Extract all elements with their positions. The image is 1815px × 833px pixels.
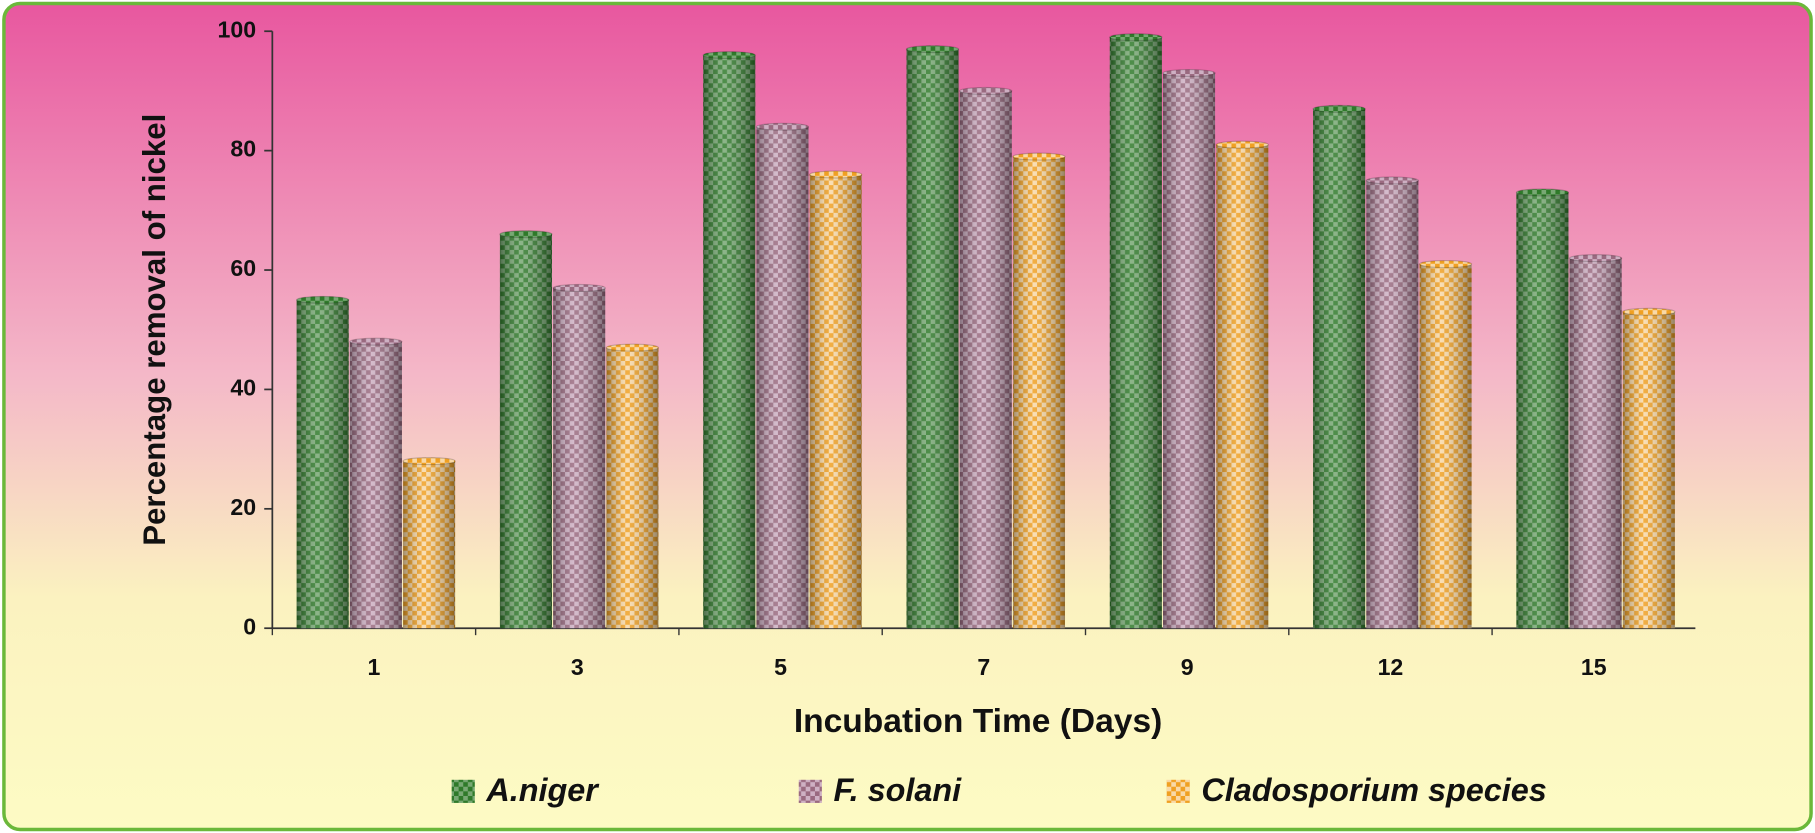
x-tick-label: 12 (1378, 654, 1404, 680)
bar (1365, 176, 1419, 629)
bar (959, 86, 1013, 629)
bar-top (1162, 68, 1216, 78)
bar-shade (553, 287, 606, 629)
bar-top (349, 337, 403, 346)
bar-shade (1313, 108, 1366, 629)
bar-top (1418, 260, 1473, 269)
x-tick-label: 5 (774, 654, 787, 680)
bar (1569, 254, 1623, 629)
bar-top (959, 86, 1013, 95)
bar-shade (606, 347, 659, 629)
bar-top (1515, 188, 1570, 197)
bar-top (499, 230, 553, 239)
bar-top (1109, 33, 1163, 42)
bar-shade (756, 126, 809, 629)
bar-shade (1163, 73, 1216, 629)
x-tick-label: 15 (1581, 654, 1607, 680)
legend-label: F. solani (833, 772, 962, 808)
bar-shade (349, 341, 402, 629)
bar-shade (296, 299, 349, 629)
bar-shade (809, 174, 862, 629)
bar-shade (959, 90, 1012, 629)
bar-top (296, 295, 350, 304)
bar-top (552, 283, 606, 292)
legend-swatch (451, 779, 475, 803)
bar (552, 283, 606, 629)
bar-shade (1109, 37, 1162, 629)
x-tick-label: 1 (368, 654, 381, 680)
y-tick-label: 20 (230, 494, 256, 520)
y-tick-label: 60 (230, 255, 256, 281)
bar (402, 457, 456, 629)
bar (1515, 188, 1570, 629)
y-tick-label: 0 (243, 613, 256, 639)
bar-shade (1216, 144, 1269, 629)
bar-shade (499, 234, 552, 629)
bar-top (702, 51, 756, 60)
bar-top (905, 45, 960, 54)
bar-shade (1622, 311, 1675, 629)
bar (1622, 307, 1676, 629)
x-axis-title: Incubation Time (Days) (794, 703, 1162, 740)
bar (809, 170, 863, 629)
bar-shade (906, 49, 959, 629)
bar (605, 343, 660, 629)
legend-label: Cladosporium species (1201, 772, 1546, 808)
bar (905, 45, 960, 629)
legend-swatch (1166, 779, 1190, 803)
bar-shade (1419, 264, 1472, 629)
bar (1162, 68, 1216, 629)
legend-swatch (798, 779, 822, 803)
y-tick-label: 40 (230, 375, 256, 401)
bar (755, 122, 810, 629)
x-tick-label: 7 (977, 654, 990, 680)
bar-top (1012, 152, 1066, 161)
y-axis-title: Percentage removal of nickel (137, 114, 172, 546)
x-tick-label: 9 (1181, 654, 1194, 680)
bar-top (1215, 140, 1269, 149)
bar-top (1365, 176, 1419, 185)
bar-top (1569, 254, 1623, 263)
legend-label: A.niger (485, 772, 600, 808)
bar-shade (403, 461, 456, 629)
bar-top (1312, 104, 1366, 113)
bar (349, 337, 403, 629)
bar (1312, 104, 1366, 629)
x-tick-label: 3 (571, 654, 584, 680)
bar-shade (1012, 156, 1066, 629)
bar-shade (703, 55, 756, 629)
bar-shade (1516, 192, 1569, 629)
bar-top (1622, 307, 1676, 316)
bar-shade (1569, 258, 1622, 629)
bar (1109, 33, 1163, 629)
bar (296, 295, 350, 629)
bar-shade (1366, 180, 1419, 629)
bar (1418, 260, 1473, 629)
bar (499, 230, 553, 629)
bar (1012, 152, 1066, 629)
bar-top (809, 170, 863, 179)
bar (702, 51, 756, 629)
bar-top (605, 343, 660, 352)
y-tick-label: 80 (230, 136, 256, 162)
bar-top (402, 457, 456, 466)
y-tick-label: 100 (218, 16, 257, 42)
bar (1215, 140, 1269, 629)
bar-top (755, 122, 810, 131)
